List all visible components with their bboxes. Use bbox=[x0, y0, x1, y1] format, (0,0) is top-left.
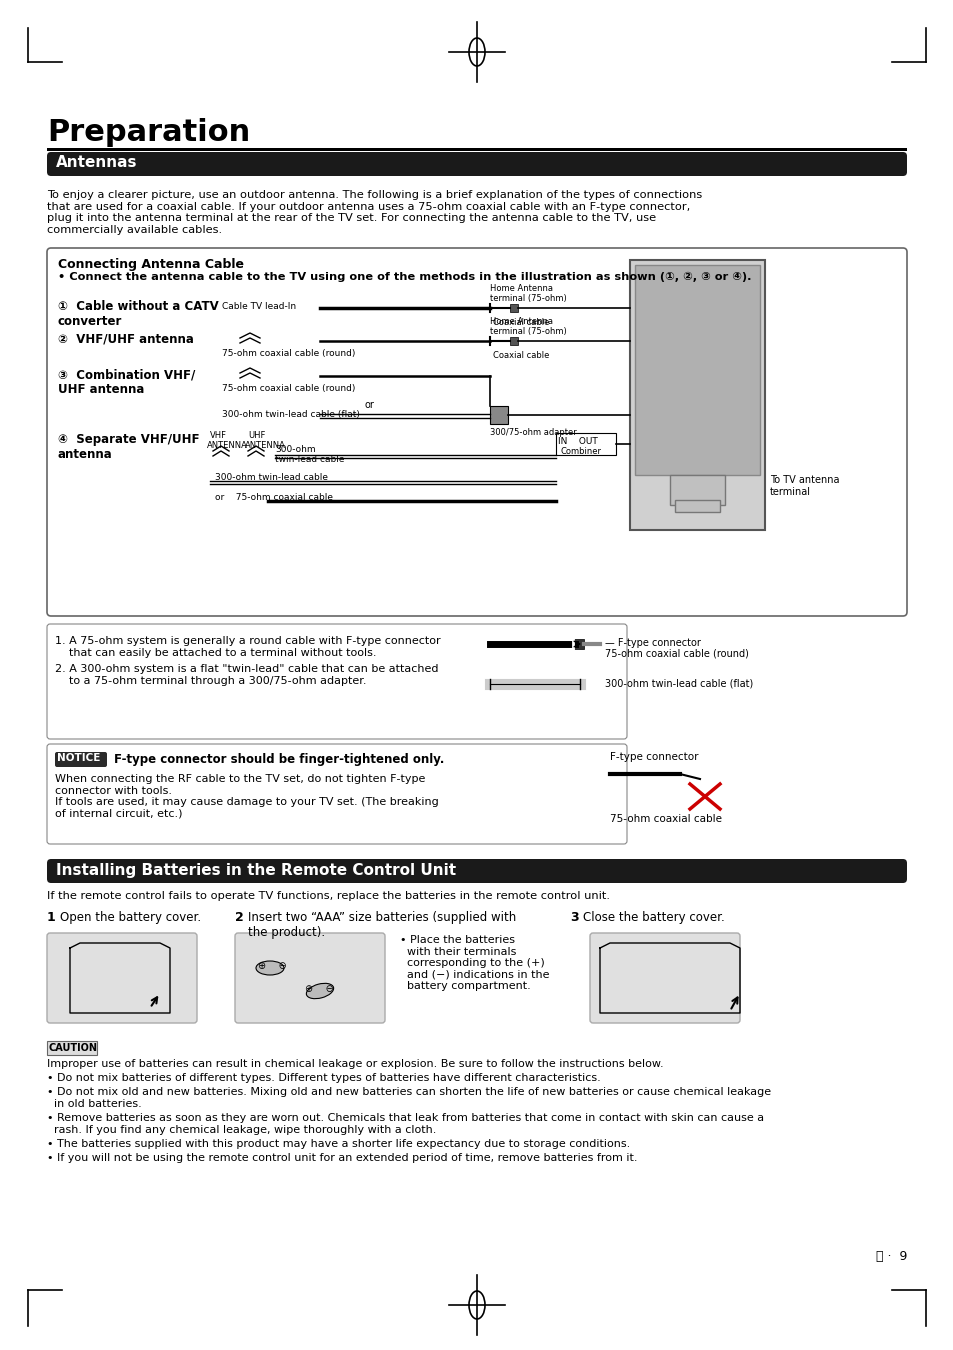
Text: 2: 2 bbox=[234, 911, 244, 923]
Text: 75-ohm coaxial cable (round): 75-ohm coaxial cable (round) bbox=[604, 648, 748, 657]
Text: VHF: VHF bbox=[210, 431, 227, 440]
Bar bbox=[574, 639, 583, 649]
Text: Insert two “AAA” size batteries (supplied with
the product).: Insert two “AAA” size batteries (supplie… bbox=[248, 911, 516, 940]
Text: Combiner: Combiner bbox=[560, 447, 601, 456]
Text: • The batteries supplied with this product may have a shorter life expectancy du: • The batteries supplied with this produ… bbox=[47, 1139, 630, 1149]
Text: 300-ohm twin-lead cable (flat): 300-ohm twin-lead cable (flat) bbox=[604, 678, 753, 688]
Bar bbox=[556, 433, 616, 455]
Text: Connecting Antenna Cable: Connecting Antenna Cable bbox=[58, 258, 244, 271]
Text: • Connect the antenna cable to the TV using one of the methods in the illustrati: • Connect the antenna cable to the TV us… bbox=[58, 271, 751, 282]
Text: F-type connector: F-type connector bbox=[609, 752, 698, 761]
Text: To enjoy a clearer picture, use an outdoor antenna. The following is a brief exp: To enjoy a clearer picture, use an outdo… bbox=[47, 190, 701, 235]
Text: ANTENNA: ANTENNA bbox=[207, 441, 248, 450]
Text: 300/75-ohm adapter: 300/75-ohm adapter bbox=[490, 428, 577, 437]
Text: Coaxial cable: Coaxial cable bbox=[493, 351, 549, 360]
FancyBboxPatch shape bbox=[47, 153, 906, 176]
FancyBboxPatch shape bbox=[55, 752, 107, 767]
Text: 300-ohm twin-lead cable (flat): 300-ohm twin-lead cable (flat) bbox=[222, 410, 359, 418]
Text: 3: 3 bbox=[569, 911, 578, 923]
Text: If the remote control fails to operate TV functions, replace the batteries in th: If the remote control fails to operate T… bbox=[47, 891, 609, 900]
FancyBboxPatch shape bbox=[47, 859, 906, 883]
Text: • Place the batteries
  with their terminals
  corresponding to the (+)
  and (−: • Place the batteries with their termina… bbox=[399, 936, 549, 991]
Text: ③  Combination VHF/
UHF antenna: ③ Combination VHF/ UHF antenna bbox=[58, 369, 195, 396]
Text: F-type connector should be finger-tightened only.: F-type connector should be finger-tighte… bbox=[113, 753, 444, 765]
Text: UHF: UHF bbox=[248, 431, 265, 440]
Text: ANTENNA: ANTENNA bbox=[245, 441, 286, 450]
Bar bbox=[629, 261, 764, 531]
Text: ②  VHF/UHF antenna: ② VHF/UHF antenna bbox=[58, 333, 193, 346]
FancyBboxPatch shape bbox=[589, 933, 740, 1023]
FancyBboxPatch shape bbox=[47, 933, 196, 1023]
Text: Improper use of batteries can result in chemical leakage or explosion. Be sure t: Improper use of batteries can result in … bbox=[47, 1058, 663, 1069]
FancyBboxPatch shape bbox=[234, 933, 385, 1023]
Ellipse shape bbox=[255, 961, 284, 975]
Text: IN    OUT: IN OUT bbox=[558, 437, 598, 446]
Text: Open the battery cover.: Open the battery cover. bbox=[60, 911, 201, 923]
Bar bbox=[510, 338, 517, 346]
Text: or: or bbox=[365, 400, 375, 410]
Text: To TV antenna
terminal: To TV antenna terminal bbox=[769, 475, 839, 497]
Bar bbox=[675, 500, 720, 512]
Text: • Do not mix old and new batteries. Mixing old and new batteries can shorten the: • Do not mix old and new batteries. Mixi… bbox=[47, 1087, 770, 1108]
Text: or    75-ohm coaxial cable: or 75-ohm coaxial cable bbox=[214, 493, 333, 502]
Text: 300-ohm twin-lead cable: 300-ohm twin-lead cable bbox=[214, 472, 328, 482]
Text: Coaxial cable: Coaxial cable bbox=[493, 319, 549, 327]
Text: • Do not mix batteries of different types. Different types of batteries have dif: • Do not mix batteries of different type… bbox=[47, 1073, 600, 1083]
Ellipse shape bbox=[306, 983, 334, 999]
Text: 1. A 75-ohm system is generally a round cable with F-type connector
    that can: 1. A 75-ohm system is generally a round … bbox=[55, 636, 440, 657]
Text: ①  Cable without a CATV
converter: ① Cable without a CATV converter bbox=[58, 300, 218, 328]
Text: ⊕    ⊖: ⊕ ⊖ bbox=[305, 984, 334, 994]
Text: 75-ohm coaxial cable (round): 75-ohm coaxial cable (round) bbox=[222, 383, 355, 393]
Text: ⊕    ⊖: ⊕ ⊖ bbox=[257, 961, 287, 971]
Text: CAUTION: CAUTION bbox=[49, 1044, 98, 1053]
Text: Preparation: Preparation bbox=[47, 117, 250, 147]
Text: Installing Batteries in the Remote Control Unit: Installing Batteries in the Remote Contr… bbox=[56, 863, 456, 878]
Bar bbox=[47, 1041, 97, 1054]
Bar bbox=[510, 304, 517, 312]
Text: 75-ohm coaxial cable: 75-ohm coaxial cable bbox=[609, 814, 721, 824]
Bar bbox=[490, 406, 507, 424]
Text: — F-type connector: — F-type connector bbox=[604, 639, 700, 648]
Text: NOTICE: NOTICE bbox=[57, 753, 100, 763]
Text: When connecting the RF cable to the TV set, do not tighten F-type
connector with: When connecting the RF cable to the TV s… bbox=[55, 774, 438, 819]
Text: ④  Separate VHF/UHF
antenna: ④ Separate VHF/UHF antenna bbox=[58, 433, 199, 460]
Text: 300-ohm
twin-lead cable: 300-ohm twin-lead cable bbox=[274, 446, 344, 464]
Text: • Remove batteries as soon as they are worn out. Chemicals that leak from batter: • Remove batteries as soon as they are w… bbox=[47, 1112, 763, 1134]
Text: 1: 1 bbox=[47, 911, 55, 923]
Text: Home Antenna
terminal (75-ohm): Home Antenna terminal (75-ohm) bbox=[490, 284, 566, 304]
Text: ⓔ ·  9: ⓔ · 9 bbox=[875, 1250, 906, 1264]
Text: • If you will not be using the remote control unit for an extended period of tim: • If you will not be using the remote co… bbox=[47, 1153, 637, 1162]
Text: Antennas: Antennas bbox=[56, 155, 137, 170]
Text: 2. A 300-ohm system is a flat "twin-lead" cable that can be attached
    to a 75: 2. A 300-ohm system is a flat "twin-lead… bbox=[55, 664, 438, 686]
Bar bbox=[635, 265, 760, 475]
Bar bbox=[669, 475, 724, 505]
Text: Home Antenna
terminal (75-ohm): Home Antenna terminal (75-ohm) bbox=[490, 317, 566, 336]
Bar bbox=[47, 148, 906, 151]
Text: Close the battery cover.: Close the battery cover. bbox=[582, 911, 724, 923]
Text: 75-ohm coaxial cable (round): 75-ohm coaxial cable (round) bbox=[222, 350, 355, 358]
Text: Cable TV lead-In: Cable TV lead-In bbox=[222, 302, 295, 311]
